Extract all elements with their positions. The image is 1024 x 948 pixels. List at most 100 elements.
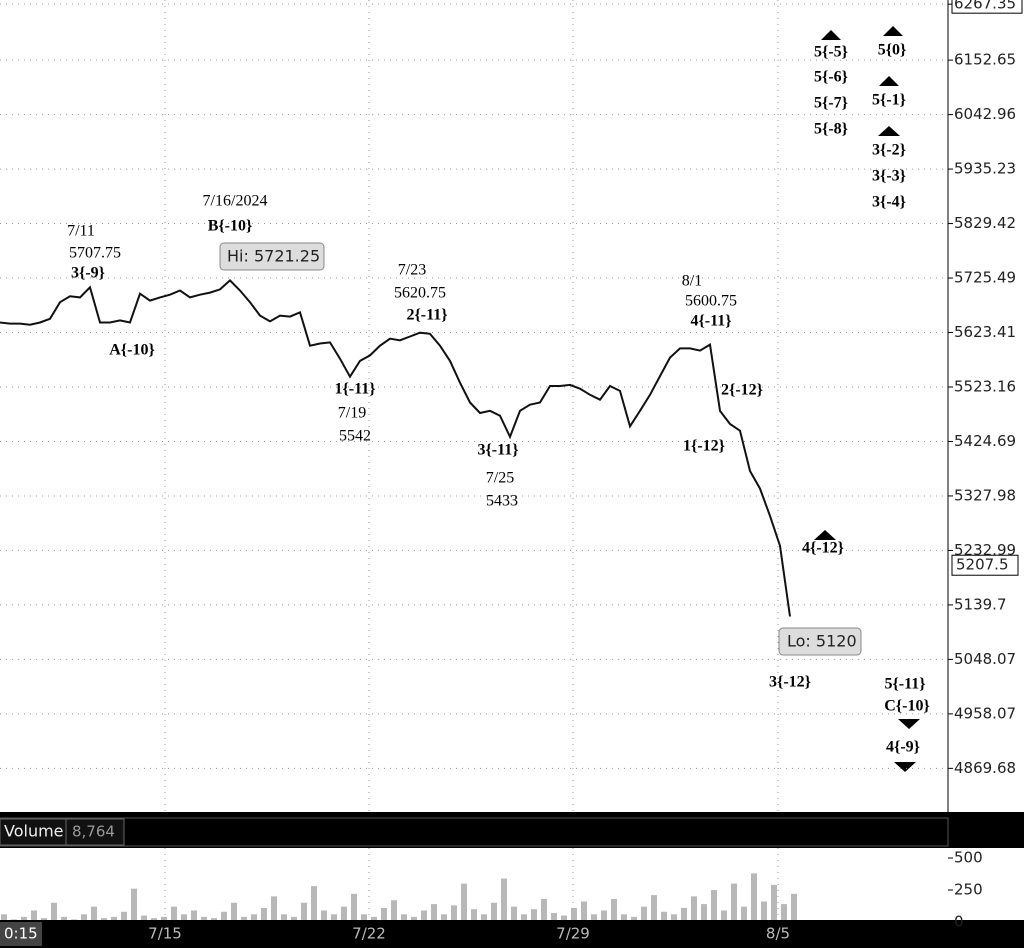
volume-bar (391, 900, 397, 920)
volume-title: Volume (4, 822, 64, 841)
annotation: 2{-11} (406, 307, 447, 324)
volume-bar (351, 893, 357, 920)
annotation: 3{-4} (872, 194, 906, 211)
volume-bar (541, 898, 547, 920)
volume-bar (711, 889, 717, 920)
volume-bar (371, 916, 377, 920)
volume-bar (161, 916, 167, 920)
annotation: 7/23 (398, 262, 426, 279)
volume-bar (141, 915, 147, 920)
volume-title-box (0, 818, 67, 846)
volume-bar (731, 883, 737, 920)
x-tick-label: 8/5 (766, 925, 790, 943)
volume-bar (441, 914, 447, 920)
volume-bar (771, 884, 777, 920)
annotation: 1{-12} (683, 438, 725, 455)
annotation: 1{-11} (334, 381, 375, 398)
volume-bar (101, 918, 107, 920)
volume-bar (71, 919, 77, 920)
annotation: 3{-9} (71, 265, 105, 282)
volume-bar (271, 896, 277, 920)
volume-bar (321, 910, 327, 920)
volume-last-box (65, 818, 125, 846)
volume-last: 8,764 (72, 823, 115, 841)
annotation: 3{-11} (477, 442, 518, 459)
triangle-down (894, 762, 916, 772)
volume-bar (61, 916, 67, 920)
volume-bar (431, 904, 437, 920)
volume-bar (491, 902, 497, 920)
y-tick-label: 5623.41 (954, 323, 1016, 341)
volume-bar (751, 873, 757, 920)
x-tick-label: 7/22 (352, 925, 386, 943)
volume-mask (0, 920, 948, 922)
volume-bar (511, 906, 517, 920)
y-tick-label: 4869.68 (954, 759, 1016, 777)
triangle-up (879, 76, 899, 86)
volume-bar (601, 910, 607, 920)
volume-bar (651, 895, 657, 920)
hi-callout (219, 242, 325, 271)
annotation: 3{-2} (872, 142, 906, 159)
y-tick-label: 5424.69 (954, 432, 1016, 450)
volume-bar (171, 906, 177, 920)
y-tick-label: 5232.99 (954, 541, 1016, 559)
volume-bar (51, 902, 57, 920)
last-price: 5207.5 (956, 556, 1009, 574)
cursor-time-box (0, 922, 42, 946)
volume-tick-label: 0 (954, 913, 964, 931)
volume-bar (671, 914, 677, 920)
y-tick-label: 5829.42 (954, 214, 1016, 232)
y-tick-label: 5935.23 (954, 160, 1016, 178)
annotation: B{-10} (208, 218, 253, 235)
x-tick-label: 7/15 (148, 925, 182, 943)
y-tick-label: 5139.7 (954, 595, 1007, 613)
volume-bar (251, 914, 257, 920)
volume-bar (661, 911, 667, 920)
volume-bar (121, 911, 127, 920)
volume-bar (781, 904, 787, 920)
volume-bar (41, 918, 47, 920)
annotation: 5707.75 (69, 245, 121, 262)
volume-bar (551, 913, 557, 920)
volume-bar (291, 916, 297, 920)
volume-bar (201, 916, 207, 920)
annotation: 4{-9} (886, 739, 920, 756)
annotation: 4{-11} (690, 313, 731, 330)
x-tick-label: 7/29 (556, 925, 590, 943)
annotation: A{-10} (109, 342, 155, 359)
annotation: 3{-3} (872, 168, 906, 185)
triangle-up (821, 30, 841, 40)
price-line (0, 279, 791, 617)
volume-bar (741, 906, 747, 920)
volume-area (0, 848, 948, 920)
annotation: 5620.75 (394, 285, 446, 302)
volume-bar (481, 914, 487, 920)
annotation: 7/19 (338, 405, 366, 422)
volume-bar (501, 878, 507, 920)
annotation: 7/16/2024 (203, 193, 268, 210)
volume-bar (401, 914, 407, 920)
volume-bar (281, 914, 287, 920)
hi-label: Hi: 5721.25 (227, 247, 320, 266)
triangle-up (814, 530, 836, 540)
y-tick-label: 6152.65 (954, 51, 1016, 69)
y-tick-label: 6267.35 (954, 0, 1016, 13)
wave-markers (814, 26, 920, 772)
y-tick-label: 5725.49 (954, 269, 1016, 287)
volume-axis (948, 848, 1024, 920)
volume-bar (111, 916, 117, 920)
volume-bar (81, 914, 87, 920)
annotation: 5{-8} (814, 121, 848, 138)
volume-bar (381, 907, 387, 920)
volume-bar (721, 910, 727, 920)
volume-bar (31, 910, 37, 920)
volume-bar (581, 901, 587, 920)
volume-bar (471, 909, 477, 920)
price-axis (948, 0, 1024, 812)
volume-bar (151, 918, 157, 920)
volume-bar (461, 883, 467, 920)
volume-header (0, 817, 949, 847)
volume-bar (191, 910, 197, 920)
